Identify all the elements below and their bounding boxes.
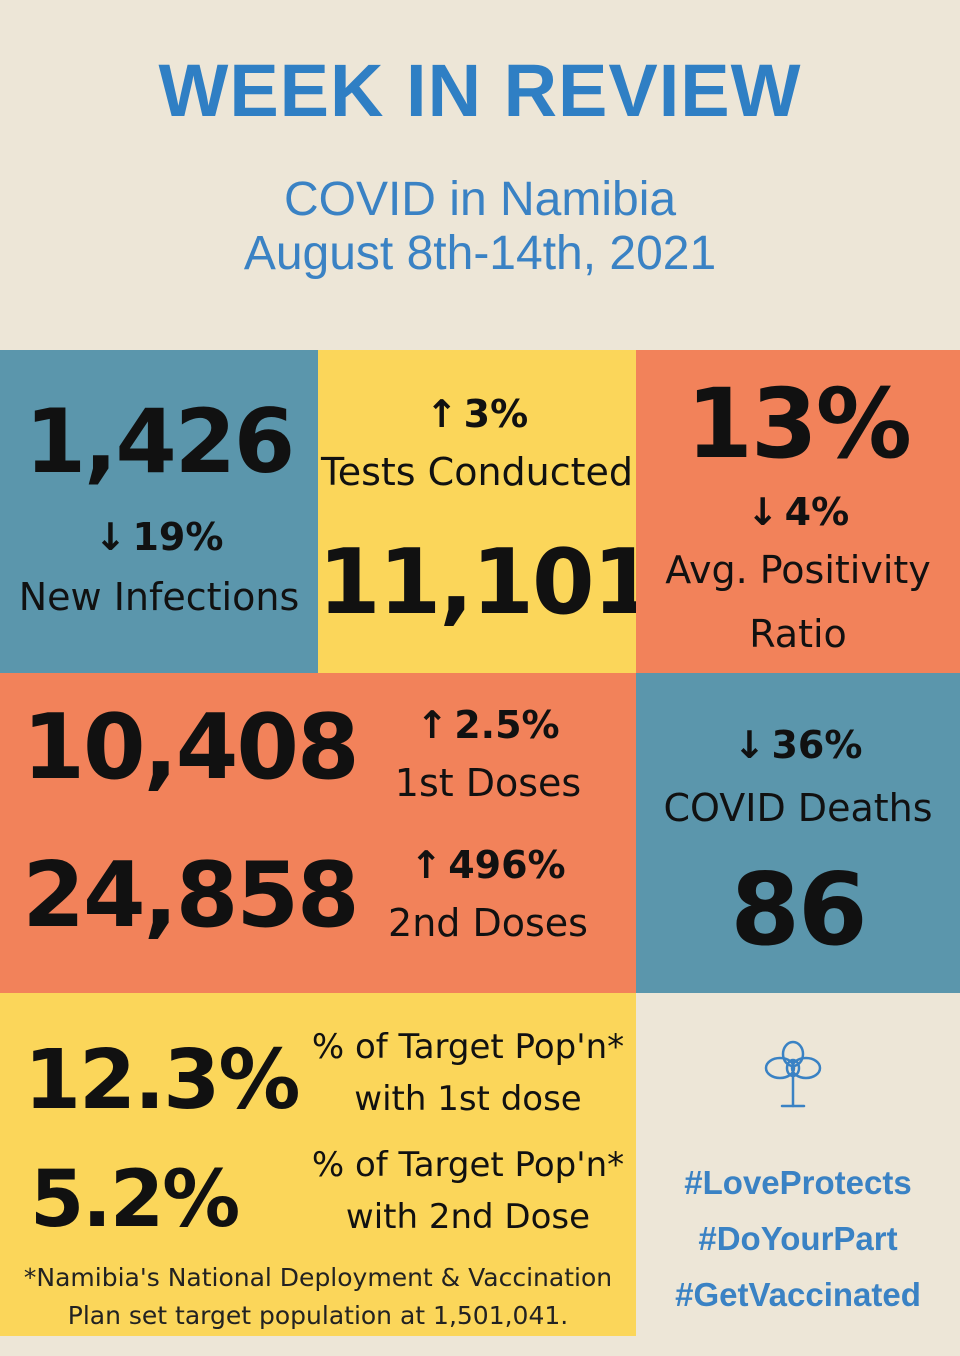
coverage-second-label-line1: % of Target Pop'n* [311, 1145, 625, 1185]
positivity-label-line2: Ratio [749, 612, 847, 656]
deaths-tile: ↓ 36% COVID Deaths 86 [636, 673, 960, 993]
positivity-tile: 13% ↓ 4% Avg. Positivity Ratio [636, 350, 960, 673]
second-doses-label: 2nd Doses [388, 901, 588, 945]
first-doses-change: ↑ 2.5% [370, 703, 606, 747]
up-arrow-icon: ↑ [425, 392, 458, 436]
footnote-line1: *Namibia's National Deployment & Vaccina… [23, 1263, 613, 1292]
first-doses-label: 1st Doses [394, 761, 582, 805]
tests-value: 11,101 [318, 530, 655, 635]
infections-value: 1,426 [24, 390, 295, 493]
infections-change-value: 19% [132, 515, 224, 559]
deaths-label: COVID Deaths [663, 786, 933, 830]
subtitle-line1: COVID in Namibia [283, 173, 677, 226]
tests-change: ↑ 3% [318, 392, 636, 436]
coverage-first-label-line2: with 1st dose [354, 1079, 582, 1119]
tree-icon [764, 1040, 822, 1108]
tests-label: Tests Conducted [320, 450, 634, 494]
tests-tile: ↑ 3% Tests Conducted 11,101 [318, 350, 655, 673]
tests-change-value: 3% [463, 392, 529, 436]
first-doses-value: 10,408 [22, 695, 359, 800]
hashtag-get-vaccinated: #GetVaccinated [675, 1276, 921, 1313]
coverage-second-label-line2: with 2nd Dose [345, 1197, 591, 1237]
hashtag-love-protects: #LoveProtects [684, 1164, 912, 1201]
second-doses-change: ↑ 496% [370, 843, 606, 887]
coverage-tile: 12.3% % of Target Pop'n* with 1st dose 5… [0, 993, 636, 1336]
positivity-value: 13% [686, 368, 912, 480]
first-doses-change-value: 2.5% [454, 703, 560, 747]
down-arrow-icon: ↓ [733, 723, 766, 767]
infections-tile: 1,426 ↓ 19% New Infections [0, 350, 318, 673]
hashtag-do-your-part: #DoYourPart [698, 1220, 898, 1257]
positivity-change-value: 4% [784, 490, 850, 534]
infections-label: New Infections [18, 575, 300, 619]
up-arrow-icon: ↑ [416, 703, 449, 747]
coverage-first-label-line1: % of Target Pop'n* [311, 1027, 625, 1067]
coverage-first-value: 12.3% [24, 1033, 300, 1128]
deaths-value: 86 [730, 851, 867, 968]
deaths-change: ↓ 36% [636, 723, 960, 767]
deaths-change-value: 36% [771, 723, 863, 767]
infections-change: ↓ 19% [0, 515, 318, 559]
page-title: WEEK IN REVIEW [158, 49, 802, 132]
positivity-change: ↓ 4% [636, 490, 960, 534]
up-arrow-icon: ↑ [410, 843, 443, 887]
doses-tile: 10,408 ↑ 2.5% 1st Doses 24,858 ↑ 496% 2nd … [0, 673, 636, 993]
down-arrow-icon: ↓ [94, 515, 127, 559]
coverage-second-value: 5.2% [30, 1155, 240, 1245]
second-doses-value: 24,858 [22, 843, 359, 948]
down-arrow-icon: ↓ [746, 490, 779, 534]
footnote-line2: Plan set target population at 1,501,041. [67, 1301, 569, 1330]
positivity-label-line1: Avg. Positivity [665, 548, 931, 592]
subtitle-line2: August 8th-14th, 2021 [243, 227, 717, 280]
second-doses-change-value: 496% [448, 843, 566, 887]
